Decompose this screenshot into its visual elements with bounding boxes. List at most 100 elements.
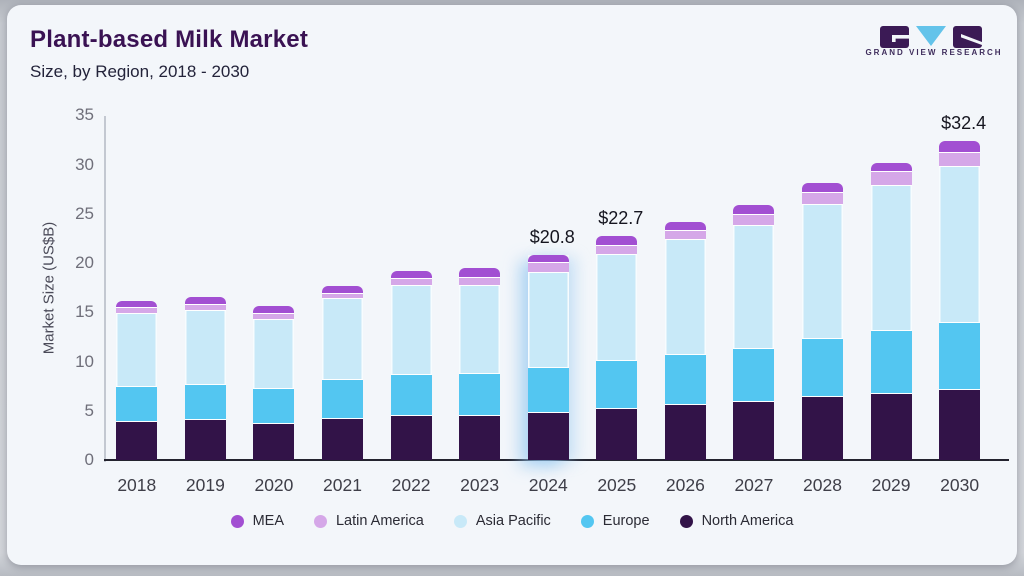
stacked-bar-2022[interactable]: [390, 270, 432, 460]
bar-segment-latin-america[interactable]: [870, 171, 912, 186]
y-tick-label: 25: [75, 203, 94, 223]
bar-segment-north-america[interactable]: [184, 418, 226, 460]
bar-segment-europe[interactable]: [527, 367, 569, 412]
bar-segment-mea[interactable]: [459, 267, 501, 277]
bar-segment-asia-pacific[interactable]: [733, 224, 775, 348]
bar-segment-asia-pacific[interactable]: [253, 319, 295, 389]
bar-segment-asia-pacific[interactable]: [870, 185, 912, 330]
bar-segment-mea[interactable]: [939, 140, 981, 152]
bar-segment-latin-america[interactable]: [253, 313, 295, 320]
legend-item-europe[interactable]: Europe: [580, 513, 650, 529]
bar-segment-mea[interactable]: [596, 236, 638, 246]
bar-segment-asia-pacific[interactable]: [596, 254, 638, 360]
bar-segment-latin-america[interactable]: [733, 213, 775, 225]
chart-legend: MEA Latin America Asia Pacific Europe North …: [0, 513, 1024, 529]
y-axis-line: [104, 116, 106, 462]
bar-segment-north-america[interactable]: [664, 403, 706, 460]
page-subtitle: Size, by Region, 2018 - 2030: [30, 62, 250, 81]
grand-view-research-logo-icon: [880, 26, 982, 48]
y-tick-label: 0: [84, 450, 94, 469]
x-tick-label-2030: 2030: [940, 475, 980, 495]
y-axis-title: Market Size (US$B): [40, 221, 58, 355]
bar-value-label-2024: $20.8: [529, 227, 575, 248]
bar-segment-europe[interactable]: [184, 384, 226, 419]
bar-segment-europe[interactable]: [322, 379, 363, 418]
bar-segment-europe[interactable]: [664, 353, 706, 404]
legend-label: MEA: [252, 513, 284, 529]
bar-segment-latin-america[interactable]: [664, 229, 706, 240]
bar-segment-north-america[interactable]: [596, 407, 638, 460]
bar-segment-north-america[interactable]: [870, 392, 912, 460]
bar-segment-asia-pacific[interactable]: [184, 310, 226, 385]
bar-segment-mea[interactable]: [802, 183, 843, 193]
stacked-bar-2018[interactable]: [116, 301, 158, 460]
legend-dot-icon: [453, 514, 467, 528]
bar-segment-latin-america[interactable]: [116, 307, 158, 314]
bar-segment-asia-pacific[interactable]: [527, 271, 569, 368]
bar-segment-mea[interactable]: [322, 285, 363, 293]
bar-segment-europe[interactable]: [390, 374, 432, 415]
bar-segment-asia-pacific[interactable]: [322, 298, 363, 380]
bar-segment-latin-america[interactable]: [184, 304, 226, 311]
bar-segment-mea[interactable]: [253, 306, 295, 314]
bar-segment-europe[interactable]: [253, 388, 295, 423]
bar-segment-north-america[interactable]: [253, 422, 295, 460]
bar-segment-mea[interactable]: [664, 221, 706, 230]
bar-segment-north-america[interactable]: [939, 389, 981, 460]
bar-segment-mea[interactable]: [390, 270, 432, 278]
legend-item-north-america[interactable]: North America: [679, 513, 793, 529]
bar-segment-europe[interactable]: [939, 322, 981, 390]
bar-segment-latin-america[interactable]: [939, 151, 981, 167]
stacked-bar-2028[interactable]: [802, 183, 843, 460]
stacked-bar-2026[interactable]: [664, 221, 706, 460]
y-tick-label: 20: [75, 253, 94, 272]
bar-segment-mea[interactable]: [527, 255, 569, 262]
bar-segment-europe[interactable]: [596, 359, 638, 408]
bar-segment-asia-pacific[interactable]: [459, 284, 501, 374]
bar-segment-latin-america[interactable]: [390, 277, 432, 285]
bar-segment-north-america[interactable]: [322, 417, 363, 460]
stacked-bar-2025[interactable]: [596, 236, 638, 460]
bar-segment-latin-america[interactable]: [802, 192, 843, 204]
bar-segment-latin-america[interactable]: [527, 262, 569, 272]
bar-segment-latin-america[interactable]: [459, 276, 501, 285]
legend-item-asia-pacific[interactable]: Asia Pacific: [453, 513, 551, 529]
bar-segment-north-america[interactable]: [802, 395, 843, 460]
bar-segment-europe[interactable]: [459, 373, 501, 415]
legend-label: Asia Pacific: [475, 513, 551, 529]
bar-segment-north-america[interactable]: [390, 414, 432, 460]
stacked-bar-2023[interactable]: [459, 267, 501, 460]
stacked-bar-2027[interactable]: [733, 204, 775, 460]
bar-segment-latin-america[interactable]: [596, 245, 638, 255]
stacked-bar-2030[interactable]: [939, 140, 981, 460]
y-tick-label: 10: [75, 351, 94, 371]
bar-segment-asia-pacific[interactable]: [802, 203, 843, 338]
stacked-bar-2021[interactable]: [322, 285, 363, 460]
legend-item-latin-america[interactable]: Latin America: [313, 513, 424, 529]
bar-segment-latin-america[interactable]: [322, 292, 363, 299]
bar-segment-asia-pacific[interactable]: [664, 239, 706, 354]
bar-segment-mea[interactable]: [870, 162, 912, 172]
stacked-bar-2029[interactable]: [870, 162, 912, 460]
bar-segment-mea[interactable]: [184, 297, 226, 305]
bar-segment-europe[interactable]: [802, 337, 843, 396]
bar-segment-north-america[interactable]: [459, 414, 501, 460]
bar-segment-north-america[interactable]: [527, 411, 569, 460]
stacked-bar-2019[interactable]: [184, 297, 226, 460]
bar-segment-mea[interactable]: [733, 204, 775, 214]
bar-segment-europe[interactable]: [870, 329, 912, 393]
legend-item-mea[interactable]: MEA: [230, 513, 284, 529]
stacked-bar-2024[interactable]: [527, 255, 569, 460]
bar-segment-mea[interactable]: [116, 301, 158, 308]
bar-segment-europe[interactable]: [116, 386, 158, 421]
logo-caption: GRAND VIEW RESEARCH: [865, 48, 1003, 57]
bar-segment-europe[interactable]: [733, 347, 775, 401]
bar-segment-north-america[interactable]: [733, 400, 775, 460]
legend-dot-icon: [313, 514, 327, 528]
bar-segment-north-america[interactable]: [116, 420, 158, 460]
bar-segment-asia-pacific[interactable]: [116, 313, 158, 387]
bar-value-label-2025: $22.7: [598, 208, 644, 229]
bar-segment-asia-pacific[interactable]: [390, 284, 432, 375]
stacked-bar-2020[interactable]: [253, 306, 295, 460]
bar-segment-asia-pacific[interactable]: [939, 166, 981, 323]
